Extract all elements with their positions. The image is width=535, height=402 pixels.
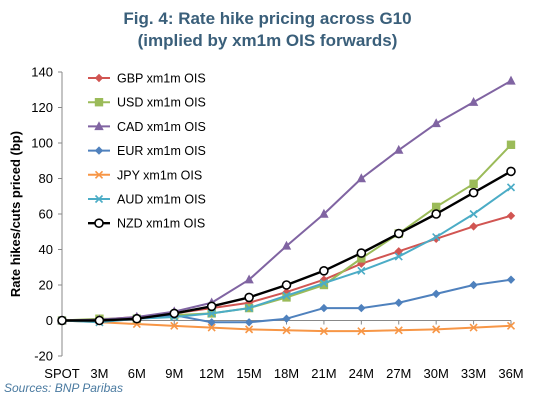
data-point bbox=[394, 252, 403, 261]
data-point bbox=[431, 202, 441, 212]
legend-marker bbox=[94, 170, 104, 179]
legend-label: GBP xm1m OIS bbox=[117, 72, 206, 86]
data-point bbox=[319, 303, 329, 313]
data-point bbox=[207, 323, 216, 332]
data-point bbox=[170, 321, 179, 330]
data-point bbox=[282, 314, 291, 323]
data-point bbox=[468, 96, 479, 106]
line-chart: -20 0 20 40 60 80 100 120 140 SPOT 3M 6M 9M 12M 15M 18M… bbox=[8, 65, 524, 381]
chart-subtitle: (implied by xm1m OIS forwards) bbox=[137, 31, 398, 50]
data-point bbox=[431, 118, 441, 128]
data-point bbox=[469, 179, 478, 189]
data-point bbox=[281, 280, 292, 290]
x-tick-label: 36M bbox=[498, 366, 523, 380]
data-point bbox=[431, 289, 441, 299]
data-point bbox=[394, 298, 403, 307]
legend-label: CAD xm1m OIS bbox=[117, 120, 206, 134]
data-point bbox=[281, 240, 292, 250]
data-point bbox=[506, 75, 516, 85]
data-point bbox=[506, 140, 516, 149]
x-tick-label: 27M bbox=[386, 366, 411, 380]
data-point bbox=[132, 313, 142, 324]
data-point bbox=[506, 275, 516, 284]
data-point bbox=[394, 326, 403, 335]
y-tick-label: 80 bbox=[39, 171, 53, 186]
x-tick-label: 9M bbox=[165, 366, 183, 380]
data-point bbox=[282, 326, 291, 335]
legend-marker bbox=[94, 218, 104, 228]
legend-label: USD xm1m OIS bbox=[117, 96, 206, 110]
y-tick-label: 140 bbox=[31, 65, 53, 80]
legend-label: EUR xm1m OIS bbox=[117, 144, 206, 158]
y-tick-label: 120 bbox=[31, 100, 53, 115]
data-point bbox=[357, 254, 366, 263]
y-tick-label: 60 bbox=[39, 207, 53, 222]
data-point bbox=[506, 211, 516, 220]
data-point bbox=[94, 315, 105, 326]
data-point bbox=[244, 274, 254, 284]
x-tick-label: 21M bbox=[311, 366, 336, 380]
data-point bbox=[394, 144, 404, 154]
data-point bbox=[206, 301, 217, 312]
x-tick-label: 6M bbox=[128, 366, 146, 380]
x-tick-label: 30M bbox=[424, 366, 449, 380]
data-point bbox=[356, 173, 367, 183]
data-point bbox=[319, 327, 328, 336]
y-tick-label: 40 bbox=[39, 242, 53, 257]
data-point bbox=[245, 304, 254, 313]
data-point bbox=[282, 293, 291, 302]
data-point bbox=[432, 233, 441, 242]
data-point bbox=[469, 209, 478, 219]
x-tick-label: 18M bbox=[274, 366, 299, 380]
data-point bbox=[468, 187, 479, 198]
data-point bbox=[393, 228, 404, 239]
data-point bbox=[319, 279, 328, 288]
x-tick-label: SPOT bbox=[44, 366, 79, 380]
data-point bbox=[506, 183, 516, 192]
y-tick-label: 100 bbox=[31, 136, 53, 151]
data-point bbox=[245, 325, 254, 334]
data-point bbox=[506, 166, 516, 177]
legend-label: AUD xm1m OIS bbox=[117, 193, 206, 207]
x-tick-label: 15M bbox=[236, 366, 261, 380]
y-tick-label: -20 bbox=[34, 349, 53, 364]
x-tick-label: 12M bbox=[199, 366, 224, 380]
x-tick-label: 33M bbox=[461, 366, 486, 380]
y-axis-label: Rate hikes/cuts priced (bp) bbox=[8, 131, 23, 297]
data-point bbox=[244, 318, 254, 327]
data-point bbox=[356, 248, 367, 258]
data-point bbox=[357, 327, 366, 336]
data-point bbox=[169, 308, 180, 319]
data-point bbox=[431, 209, 441, 219]
data-point bbox=[432, 325, 441, 334]
legend-marker bbox=[94, 194, 104, 204]
data-point bbox=[506, 321, 516, 330]
data-point bbox=[244, 292, 254, 303]
y-tick-label: 20 bbox=[39, 278, 53, 293]
series-line-aud bbox=[61, 186, 512, 324]
x-tick-label: 3M bbox=[90, 366, 108, 380]
data-point bbox=[357, 303, 366, 313]
data-point bbox=[469, 222, 478, 231]
data-point bbox=[469, 280, 478, 290]
data-point bbox=[57, 315, 67, 326]
legend-label: JPY xm1m OIS bbox=[117, 168, 202, 182]
legend-label: NZD xm1m OIS bbox=[117, 217, 205, 231]
data-point bbox=[357, 266, 366, 275]
chart-title: Fig. 4: Rate hike pricing across G10 bbox=[123, 9, 412, 28]
legend-marker bbox=[94, 121, 104, 131]
data-point bbox=[319, 265, 329, 276]
data-point bbox=[207, 309, 216, 318]
source-note: Sources: BNP Paribas bbox=[4, 381, 123, 395]
legend-marker bbox=[94, 73, 104, 83]
x-tick-label: 24M bbox=[349, 366, 374, 380]
y-tick-label: 0 bbox=[46, 313, 53, 328]
data-point bbox=[319, 280, 329, 290]
legend-marker bbox=[94, 146, 104, 155]
legend-marker bbox=[94, 98, 104, 107]
data-point bbox=[282, 291, 291, 300]
data-point bbox=[319, 208, 329, 218]
data-point bbox=[469, 323, 478, 332]
